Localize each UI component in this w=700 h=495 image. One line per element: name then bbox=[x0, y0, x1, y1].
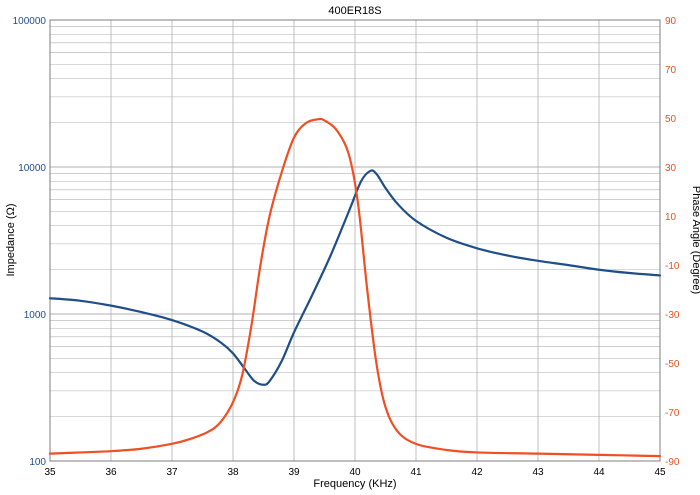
left-tick-label: 100 bbox=[29, 457, 46, 468]
left-tick-label: 1000 bbox=[24, 310, 47, 321]
right-tick-label: 10 bbox=[665, 212, 677, 223]
x-tick-label: 36 bbox=[105, 467, 117, 478]
right-tick-label: -70 bbox=[665, 408, 680, 419]
x-tick-label: 45 bbox=[654, 467, 666, 478]
plot-area-border bbox=[49, 19, 661, 462]
right-tick-label: 30 bbox=[665, 163, 677, 174]
x-tick-label: 35 bbox=[44, 467, 56, 478]
right-axis-title: Phase Angle (Degree) bbox=[690, 186, 700, 294]
x-tick-label: 38 bbox=[227, 467, 239, 478]
left-tick-label: 100000 bbox=[13, 16, 47, 27]
right-tick-labels: -90 -70 -50 -30 -10 10 30 50 70 90 bbox=[665, 16, 680, 468]
phase-series-line bbox=[48, 117, 662, 458]
right-tick-label: -10 bbox=[665, 261, 680, 272]
right-tick-label: 70 bbox=[665, 65, 677, 76]
x-tick-label: 37 bbox=[166, 467, 178, 478]
right-tick-label: 90 bbox=[665, 16, 677, 27]
x-tick-label: 40 bbox=[349, 467, 361, 478]
right-tick-label: 50 bbox=[665, 114, 677, 125]
right-tick-label: -30 bbox=[665, 310, 680, 321]
x-tick-label: 41 bbox=[410, 467, 422, 478]
x-tick-label: 39 bbox=[288, 467, 300, 478]
left-tick-labels: 100 1000 10000 100000 bbox=[13, 16, 47, 468]
x-tick-label: 44 bbox=[593, 467, 605, 478]
left-axis-title: Impedance (Ω) bbox=[5, 203, 17, 276]
left-tick-label: 10000 bbox=[18, 163, 46, 174]
x-tick-label: 42 bbox=[471, 467, 483, 478]
series-layer bbox=[48, 117, 662, 458]
x-tick-labels: 35 36 37 38 39 40 41 42 43 44 45 bbox=[44, 467, 666, 478]
chart-title: 400ER18S bbox=[328, 5, 381, 17]
x-axis-title: Frequency (KHz) bbox=[313, 478, 396, 490]
right-tick-label: -90 bbox=[665, 457, 680, 468]
right-tick-label: -50 bbox=[665, 359, 680, 370]
impedance-series-line bbox=[48, 169, 662, 386]
x-tick-label: 43 bbox=[532, 467, 544, 478]
